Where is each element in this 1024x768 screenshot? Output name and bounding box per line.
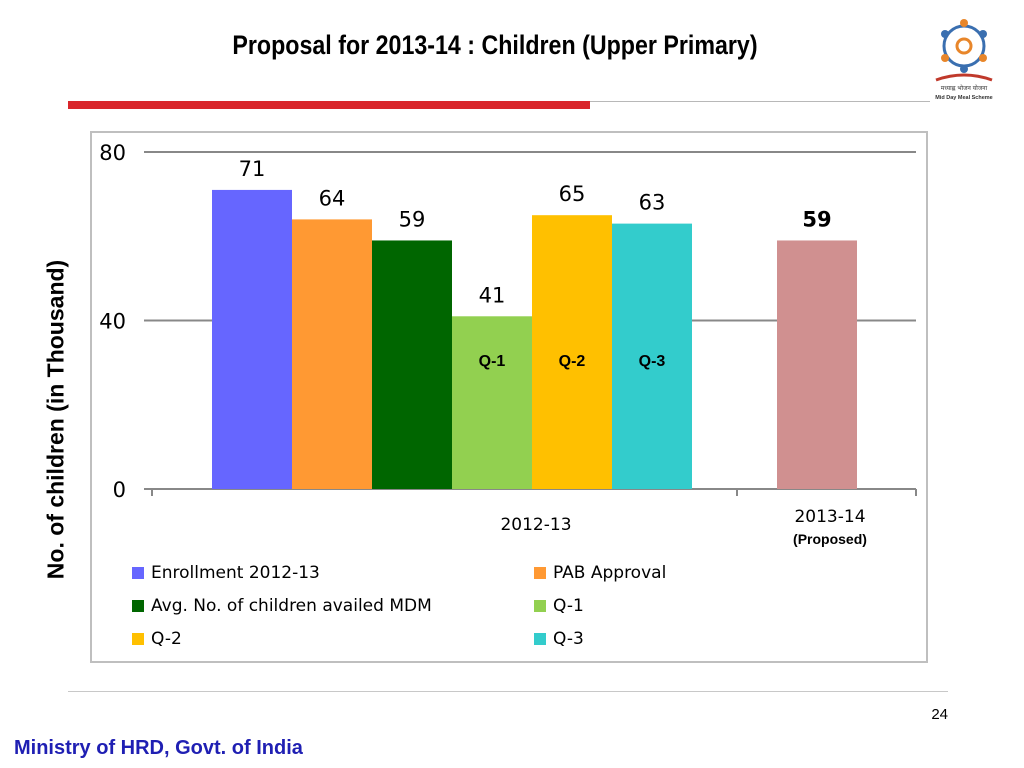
legend-item: Q-3: [534, 627, 584, 651]
legend-swatch: [534, 567, 546, 579]
legend-item: Q-1: [534, 594, 584, 618]
legend-item: Avg. No. of children availed MDM: [132, 594, 432, 618]
bar: [612, 223, 692, 490]
bar-inner-label: Q-1: [479, 353, 506, 370]
legend-item: Q-2: [132, 627, 182, 651]
footer-text: Ministry of HRD, Govt. of India: [14, 737, 303, 759]
y-tick-label: 40: [99, 310, 126, 334]
bar: [452, 316, 532, 489]
title-underline-grey: [590, 101, 930, 102]
legend-label: PAB Approval: [553, 563, 667, 583]
x-tick-label: 2012-13: [500, 515, 571, 535]
legend-swatch: [132, 633, 144, 645]
legend-item: PAB Approval: [534, 561, 666, 585]
legend-swatch: [132, 600, 144, 612]
data-label: 41: [479, 283, 506, 307]
legend-swatch: [132, 567, 144, 579]
bar: [212, 189, 292, 489]
bar-inner-label: Q-2: [559, 353, 586, 370]
data-label: 59: [399, 207, 426, 231]
bar-inner-label: Q-3: [639, 353, 666, 370]
legend-swatch: [534, 600, 546, 612]
legend-label: Q-1: [553, 596, 584, 616]
y-tick-label: 0: [113, 478, 126, 502]
y-axis-label: No. of children (in Thousand): [42, 259, 69, 580]
logo-subtext: Mid Day Meal Scheme: [935, 95, 992, 101]
bar: [777, 240, 857, 489]
data-label: 64: [319, 186, 346, 210]
x-tick-label: 2013-14: [794, 507, 865, 527]
logo-graphic: मध्याह्न भोजन योजना Mid Day Meal Scheme: [935, 19, 993, 101]
legend-label: Q-3: [553, 629, 584, 649]
x-tick-sublabel: (Proposed): [793, 531, 867, 547]
page-number: 24: [931, 706, 948, 723]
chart-legend: Enrollment 2012-13 PAB Approval Avg. No. o…: [132, 561, 732, 657]
data-label: 63: [639, 191, 666, 215]
legend-label: Q-2: [151, 629, 182, 649]
bar: [372, 240, 452, 489]
data-label: 71: [239, 157, 266, 181]
slide-title: Proposal for 2013-14 : Children (Upper P…: [232, 30, 758, 60]
logo-text: मध्याह्न भोजन योजना: [941, 84, 988, 92]
legend-item: Enrollment 2012-13: [132, 561, 320, 585]
data-label: 65: [559, 182, 586, 206]
footer-divider: [68, 691, 948, 692]
title-underline-red: [68, 101, 590, 109]
bar: [532, 215, 612, 489]
bar: [292, 219, 372, 489]
data-label: 59: [802, 207, 831, 231]
mid-day-meal-logo: मध्याह्न भोजन योजना Mid Day Meal Scheme: [928, 14, 1000, 104]
legend-label: Avg. No. of children availed MDM: [151, 596, 432, 616]
legend-label: Enrollment 2012-13: [151, 563, 320, 583]
y-tick-label: 80: [99, 141, 126, 165]
legend-swatch: [534, 633, 546, 645]
